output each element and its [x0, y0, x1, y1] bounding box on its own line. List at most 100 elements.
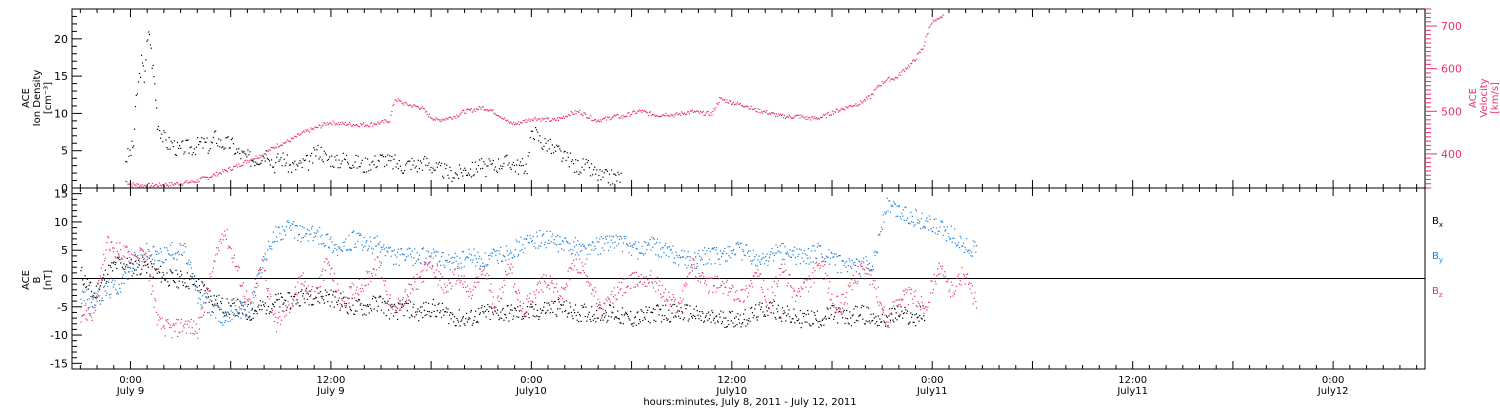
- b-by-point: [488, 258, 490, 260]
- b-bx-point: [421, 306, 423, 308]
- b-by-point: [916, 222, 918, 224]
- b-by-point: [722, 253, 724, 255]
- velocity-point: [707, 111, 709, 113]
- density-point: [394, 154, 396, 156]
- b-bz-point: [119, 242, 121, 244]
- density-point: [210, 141, 212, 143]
- b-by-point: [514, 256, 516, 258]
- velocity-point: [407, 104, 409, 106]
- velocity-point: [263, 153, 265, 155]
- velocity-point: [899, 72, 901, 74]
- velocity-point: [466, 109, 468, 111]
- b-bz-point: [791, 296, 793, 298]
- density-point: [548, 148, 550, 150]
- b-bx-point: [435, 315, 437, 317]
- b-by-point: [764, 263, 766, 265]
- b-bz-point: [690, 256, 692, 258]
- b-bx-point: [81, 266, 83, 269]
- velocity-point: [733, 104, 736, 106]
- b-bx-point: [131, 275, 133, 277]
- b-by-point: [902, 215, 904, 217]
- density-point: [378, 160, 380, 162]
- b-bz-point: [100, 267, 102, 269]
- b-bx-point: [175, 269, 177, 271]
- density-point: [205, 141, 207, 143]
- b-bz-point: [367, 272, 369, 274]
- b-bx-point: [610, 316, 612, 318]
- b-by-point: [536, 235, 538, 237]
- b-bz-point: [487, 278, 489, 280]
- b-bz-point: [902, 298, 904, 300]
- velocity-point: [180, 183, 182, 185]
- b-bz-point: [289, 307, 291, 309]
- b-bx-point: [741, 323, 743, 325]
- b-bx-point: [806, 321, 808, 323]
- b-bx-point: [261, 309, 263, 311]
- b-bz-point: [317, 292, 319, 294]
- b-by-point: [86, 299, 88, 301]
- b-bx-point: [373, 308, 375, 310]
- velocity-point: [512, 123, 514, 125]
- b-bx-point: [665, 317, 667, 319]
- b-bx-point: [597, 317, 599, 319]
- b-by-point: [837, 255, 840, 257]
- b-by-point: [806, 254, 808, 256]
- velocity-point: [217, 173, 219, 175]
- velocity-point: [551, 120, 553, 122]
- b-bz-point: [507, 263, 509, 266]
- b-bz-point: [665, 298, 667, 301]
- b-bx-point: [436, 316, 438, 318]
- b-bz-point: [164, 327, 166, 329]
- velocity-point: [354, 124, 357, 126]
- b-bz-point: [754, 272, 756, 274]
- b-bz-point: [414, 281, 416, 283]
- velocity-point: [318, 124, 320, 126]
- b-by-point: [710, 263, 712, 265]
- b-bx-point: [446, 311, 448, 313]
- velocity-point: [634, 110, 636, 113]
- velocity-point: [505, 119, 507, 121]
- b-bz-point: [428, 255, 430, 257]
- b-by-point: [318, 243, 320, 245]
- b-bz-point: [456, 280, 458, 282]
- b-by-point: [349, 248, 351, 250]
- b-bx-point: [370, 308, 372, 310]
- b-bx-point: [638, 323, 640, 325]
- b-bz-point: [589, 282, 591, 284]
- b-bz-point: [267, 290, 269, 292]
- b-bx-point: [919, 315, 921, 317]
- velocity-point: [664, 115, 666, 117]
- b-by-point: [338, 247, 340, 250]
- velocity-point: [155, 183, 158, 186]
- b-by-point: [945, 229, 947, 231]
- b-bz-point: [410, 284, 412, 286]
- b-bz-point: [794, 289, 796, 291]
- velocity-point: [232, 168, 234, 171]
- velocity-point: [841, 108, 843, 110]
- b-bz-point: [82, 314, 84, 316]
- velocity-point: [873, 89, 875, 91]
- velocity-point: [877, 86, 879, 88]
- b-bx-point: [731, 310, 733, 312]
- b-bz-point: [184, 323, 186, 325]
- density-point: [542, 148, 544, 150]
- b-bx-point: [508, 320, 510, 322]
- b-by-point: [618, 238, 620, 240]
- velocity-point: [248, 161, 250, 163]
- velocity-point: [156, 185, 159, 187]
- density-point: [179, 145, 181, 147]
- density-point: [512, 161, 514, 164]
- density-point: [261, 160, 263, 162]
- b-by-point: [527, 241, 529, 244]
- b-bz-point: [937, 268, 939, 270]
- b-by-point: [220, 308, 222, 310]
- b-bx-point: [168, 284, 171, 286]
- b-by-point: [893, 201, 895, 203]
- b-bx-point: [381, 301, 383, 304]
- b-by-point: [755, 264, 757, 266]
- b-bz-point: [149, 276, 151, 278]
- velocity-point: [715, 107, 717, 109]
- velocity-point: [684, 114, 687, 116]
- b-bz-point: [774, 295, 776, 297]
- b-by-point: [191, 273, 193, 275]
